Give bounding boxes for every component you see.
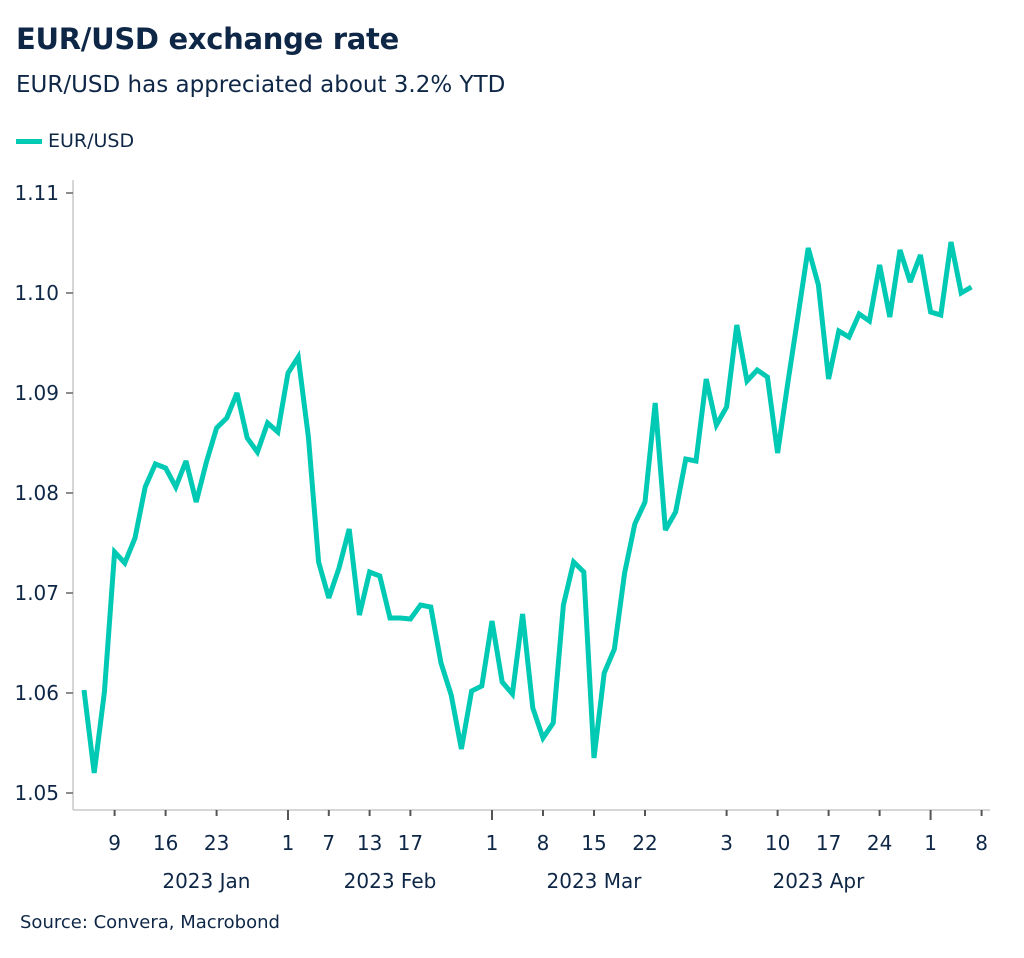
- x-tick-label: 3: [720, 831, 733, 855]
- x-tick-label: 1: [486, 831, 499, 855]
- x-tick-label: 17: [398, 831, 423, 855]
- y-tick-label: 1.10: [14, 281, 59, 305]
- x-tick-label: 7: [322, 831, 335, 855]
- chart-title: EUR/USD exchange rate: [16, 22, 399, 56]
- y-tick-label: 1.08: [14, 481, 59, 505]
- legend: EUR/USD: [16, 130, 134, 152]
- month-label: 2023 Feb: [344, 869, 437, 893]
- chart-subtitle: EUR/USD has appreciated about 3.2% YTD: [16, 72, 506, 98]
- x-tick-label: 22: [632, 831, 657, 855]
- x-tick-label: 16: [153, 831, 178, 855]
- month-label: 2023 Mar: [547, 869, 643, 893]
- legend-swatch: [16, 138, 42, 144]
- x-tick-label: 8: [537, 831, 550, 855]
- x-tick-label: 13: [357, 831, 382, 855]
- y-tick-label: 1.06: [14, 681, 59, 705]
- source-note: Source: Convera, Macrobond: [20, 912, 280, 933]
- y-tick-label: 1.11: [14, 181, 59, 205]
- y-tick-label: 1.07: [14, 581, 59, 605]
- x-tick-label: 24: [867, 831, 892, 855]
- y-tick-label: 1.09: [14, 381, 59, 405]
- y-tick-label: 1.05: [14, 781, 59, 805]
- month-label: 2023 Jan: [162, 869, 250, 893]
- x-tick-label: 1: [924, 831, 937, 855]
- x-tick-label: 17: [816, 831, 841, 855]
- x-tick-label: 1: [282, 831, 295, 855]
- x-tick-label: 23: [204, 831, 229, 855]
- x-tick-label: 9: [108, 831, 121, 855]
- legend-label: EUR/USD: [48, 130, 135, 152]
- x-tick-label: 8: [975, 831, 988, 855]
- x-tick-label: 15: [581, 831, 606, 855]
- month-label: 2023 Apr: [772, 869, 865, 893]
- x-tick-label: 10: [765, 831, 790, 855]
- series-line-eur-usd: [81, 241, 973, 774]
